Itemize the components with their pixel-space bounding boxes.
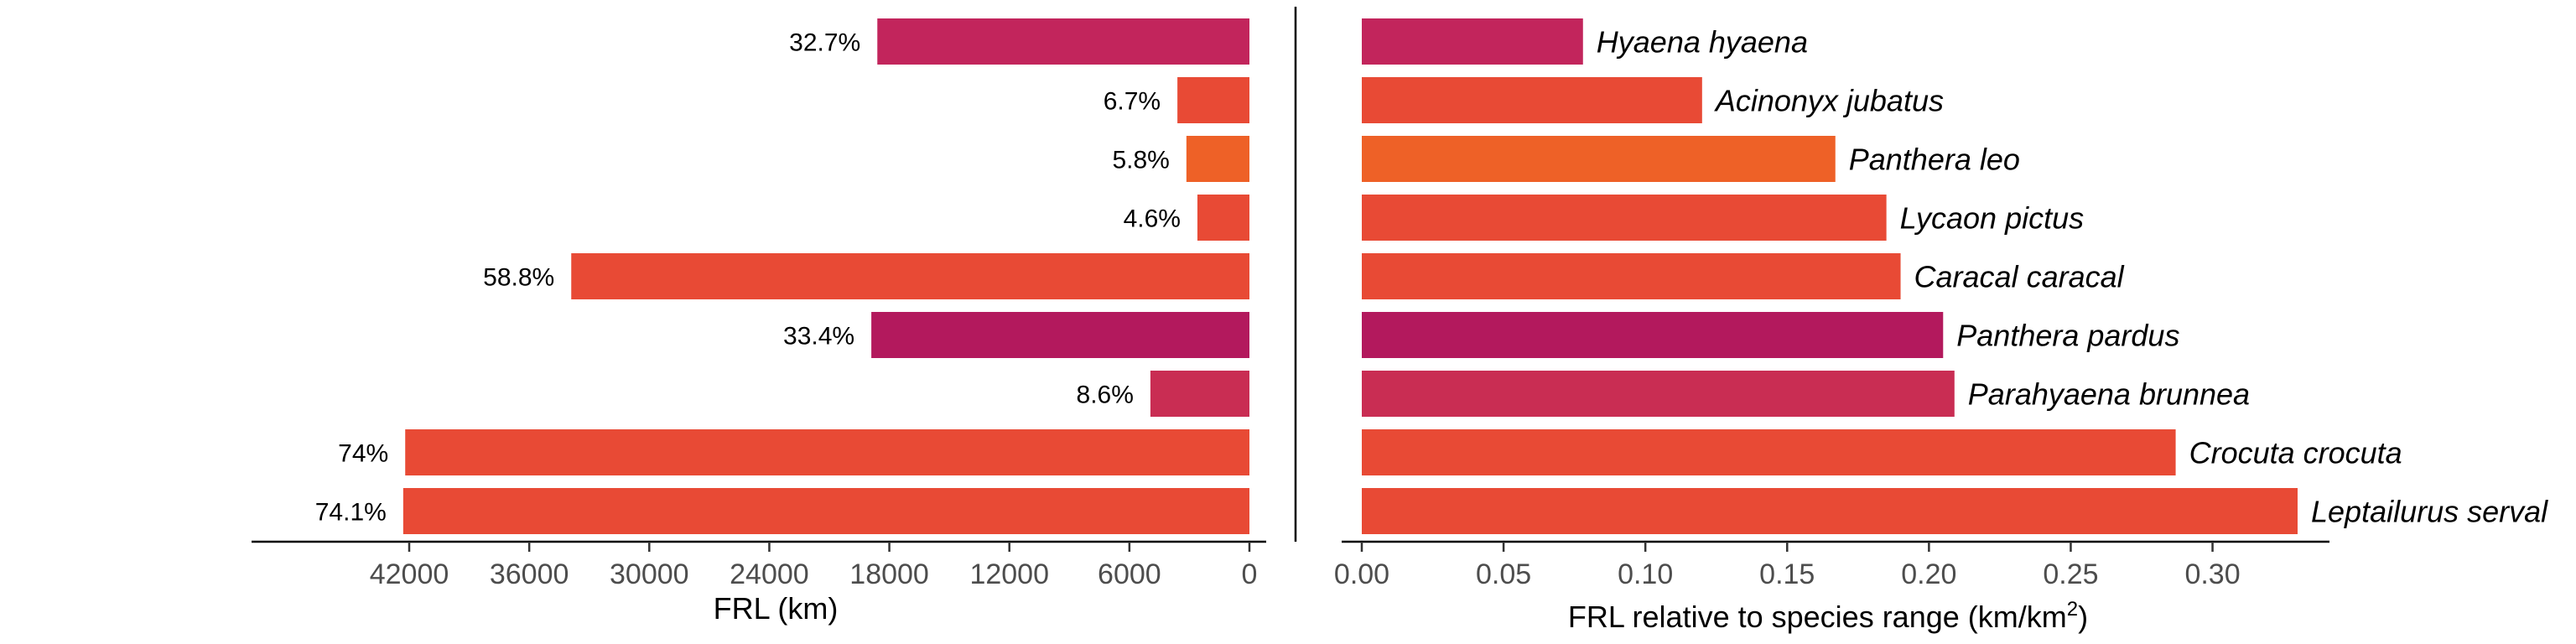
left-x-tick-label: 12000 bbox=[969, 558, 1049, 590]
right-x-axis-title-superscript: 2 bbox=[2067, 598, 2078, 621]
species-label-panthera-pardus: Panthera pardus bbox=[1956, 319, 2179, 353]
right-x-axis-title-end: ) bbox=[2078, 600, 2088, 634]
left-x-tick-label: 0 bbox=[1242, 558, 1258, 590]
left-bar-value-label-caracal-caracal: 58.8% bbox=[483, 264, 554, 292]
left-bar-parahyaena-brunnea bbox=[1150, 371, 1249, 417]
left-x-tick-label: 24000 bbox=[730, 558, 809, 590]
species-label-crocuta-crocuta: Crocuta crocuta bbox=[2189, 436, 2402, 470]
right-bar-parahyaena-brunnea bbox=[1362, 371, 1955, 417]
right-bar-lycaon-pictus bbox=[1362, 195, 1887, 241]
species-label-acinonyx-jubatus: Acinonyx jubatus bbox=[1714, 84, 1944, 118]
left-bar-panthera-leo bbox=[1186, 136, 1249, 182]
left-bar-lycaon-pictus bbox=[1197, 195, 1249, 241]
right-bar-leptailurus-serval bbox=[1362, 488, 2298, 534]
left-bar-caracal-caracal bbox=[571, 253, 1249, 299]
left-x-tick-label: 18000 bbox=[849, 558, 929, 590]
species-label-leptailurus-serval: Leptailurus serval bbox=[2311, 495, 2548, 529]
left-bar-value-label-lycaon-pictus: 4.6% bbox=[1124, 205, 1181, 233]
species-label-lycaon-pictus: Lycaon pictus bbox=[1900, 201, 2084, 236]
left-panel: 32.7% 6.7% 5.8% 4.6% 58.8% 33.4% 8.6% 74% 74.1% 4… bbox=[252, 18, 1266, 590]
left-x-tick-label: 42000 bbox=[370, 558, 449, 590]
right-x-tick-label: 0.00 bbox=[1334, 558, 1389, 590]
left-bar-value-label-acinonyx-jubatus: 6.7% bbox=[1104, 88, 1161, 116]
right-x-tick-label: 0.25 bbox=[2043, 558, 2098, 590]
left-bar-value-label-panthera-pardus: 33.4% bbox=[783, 323, 854, 351]
left-bar-value-label-hyaena-hyaena: 32.7% bbox=[789, 29, 860, 57]
right-x-tick-label: 0.05 bbox=[1476, 558, 1531, 590]
left-bar-value-label-parahyaena-brunnea: 8.6% bbox=[1077, 382, 1134, 409]
right-panel: Hyaena hyaena Acinonyx jubatus Panthera le… bbox=[1334, 18, 2548, 590]
left-x-tick-label: 30000 bbox=[610, 558, 689, 590]
left-bar-crocuta-crocuta bbox=[405, 429, 1249, 475]
right-x-tick-label: 0.30 bbox=[2184, 558, 2240, 590]
right-bar-caracal-caracal bbox=[1362, 253, 1901, 299]
left-bar-leptailurus-serval bbox=[402, 488, 1249, 534]
species-label-hyaena-hyaena: Hyaena hyaena bbox=[1597, 25, 1808, 60]
species-label-parahyaena-brunnea: Parahyaena brunnea bbox=[1968, 377, 2250, 412]
right-x-axis-title-main: FRL relative to species range (km/km bbox=[1568, 600, 2067, 634]
right-bar-crocuta-crocuta bbox=[1362, 429, 2176, 475]
left-bar-value-label-panthera-leo: 5.8% bbox=[1112, 147, 1169, 174]
species-label-caracal-caracal: Caracal caracal bbox=[1914, 260, 2125, 294]
right-x-tick-label: 0.20 bbox=[1901, 558, 1956, 590]
left-x-tick-label: 6000 bbox=[1098, 558, 1161, 590]
right-x-axis-title: FRL relative to species range (km/km2) bbox=[1568, 598, 2088, 634]
left-x-tick-label: 36000 bbox=[490, 558, 569, 590]
right-x-tick-label: 0.10 bbox=[1618, 558, 1673, 590]
right-bar-panthera-pardus bbox=[1362, 312, 1944, 358]
left-bar-panthera-pardus bbox=[871, 312, 1249, 358]
right-x-tick-label: 0.15 bbox=[1759, 558, 1815, 590]
left-bar-value-label-leptailurus-serval: 74.1% bbox=[315, 499, 387, 527]
left-bar-hyaena-hyaena bbox=[877, 18, 1249, 65]
right-bar-hyaena-hyaena bbox=[1362, 18, 1583, 65]
left-x-axis-title: FRL (km) bbox=[714, 591, 839, 626]
left-bar-acinonyx-jubatus bbox=[1177, 77, 1249, 123]
right-bar-panthera-leo bbox=[1362, 136, 1836, 182]
left-bar-value-label-crocuta-crocuta: 74% bbox=[338, 440, 388, 468]
right-bar-acinonyx-jubatus bbox=[1362, 77, 1702, 123]
species-label-panthera-leo: Panthera leo bbox=[1849, 143, 2020, 177]
